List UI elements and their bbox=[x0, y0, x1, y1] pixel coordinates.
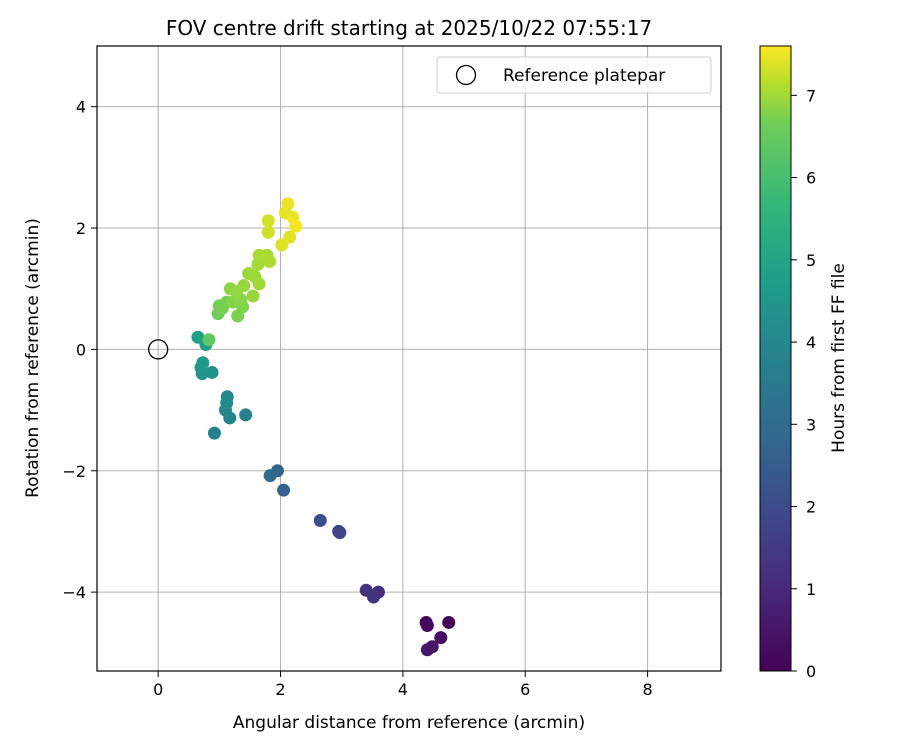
colorbar: 0 1 2 3 4 5 6 7 Hours from first FF file bbox=[759, 45, 849, 681]
colorbar-gradient bbox=[759, 45, 792, 672]
y-tick-label: 0 bbox=[76, 340, 86, 359]
axes: 0 2 4 6 8 −4 −2 0 2 4 bbox=[62, 98, 652, 699]
legend-box bbox=[436, 56, 712, 94]
data-point bbox=[205, 365, 219, 379]
data-point bbox=[196, 356, 210, 370]
y-tick-label: −2 bbox=[62, 462, 86, 481]
x-tick-label: 2 bbox=[275, 680, 285, 699]
data-point bbox=[420, 643, 434, 657]
colorbar-tick-label: 6 bbox=[806, 169, 816, 188]
plot-frame bbox=[96, 45, 722, 672]
data-point bbox=[261, 214, 275, 228]
data-point bbox=[207, 426, 221, 440]
data-point bbox=[333, 526, 347, 540]
data-point bbox=[289, 219, 303, 233]
data-point bbox=[261, 225, 275, 239]
data-point bbox=[275, 238, 289, 252]
data-point bbox=[246, 289, 260, 303]
reference-platepar-group bbox=[148, 339, 169, 360]
colorbar-ticks: 0 1 2 3 4 5 6 7 bbox=[791, 86, 816, 681]
y-tick-label: 2 bbox=[76, 219, 86, 238]
chart-title: FOV centre drift starting at 2025/10/22 … bbox=[166, 16, 652, 40]
colorbar-tick-label: 0 bbox=[806, 662, 816, 681]
data-point bbox=[252, 277, 266, 291]
data-point bbox=[420, 618, 434, 632]
data-point bbox=[191, 330, 205, 344]
data-point bbox=[434, 631, 448, 645]
data-point bbox=[237, 279, 251, 293]
colorbar-tick-label: 4 bbox=[806, 333, 816, 352]
legend-marker-icon bbox=[455, 64, 477, 86]
y-tick-label: −4 bbox=[62, 583, 86, 602]
colorbar-label: Hours from first FF file bbox=[829, 263, 849, 453]
data-point bbox=[313, 514, 327, 528]
data-point bbox=[442, 615, 456, 629]
legend-label: Reference platepar bbox=[503, 66, 665, 86]
data-point bbox=[263, 254, 277, 268]
colorbar-tick-label: 1 bbox=[806, 580, 816, 599]
y-tick-label: 4 bbox=[76, 98, 86, 117]
data-point bbox=[281, 197, 295, 211]
x-tick-label: 8 bbox=[642, 680, 652, 699]
x-tick-label: 4 bbox=[398, 680, 408, 699]
colorbar-tick-label: 3 bbox=[806, 415, 816, 434]
colorbar-tick-label: 2 bbox=[806, 498, 816, 517]
data-point bbox=[202, 333, 216, 347]
data-point bbox=[277, 483, 291, 497]
data-point bbox=[263, 469, 277, 483]
x-tick-label: 6 bbox=[520, 680, 530, 699]
colorbar-tick-label: 7 bbox=[806, 86, 816, 105]
reference-platepar-marker bbox=[148, 339, 169, 360]
x-axis-label: Angular distance from reference (arcmin) bbox=[233, 713, 585, 733]
y-axis-label: Rotation from reference (arcmin) bbox=[23, 218, 43, 498]
data-point bbox=[367, 590, 381, 604]
data-point bbox=[239, 408, 253, 422]
data-point bbox=[220, 390, 234, 404]
grid bbox=[97, 46, 721, 671]
x-tick-label: 0 bbox=[153, 680, 163, 699]
data-points bbox=[191, 197, 456, 657]
colorbar-tick-label: 5 bbox=[806, 251, 816, 270]
legend: Reference platepar bbox=[436, 56, 712, 94]
data-point bbox=[283, 230, 297, 244]
